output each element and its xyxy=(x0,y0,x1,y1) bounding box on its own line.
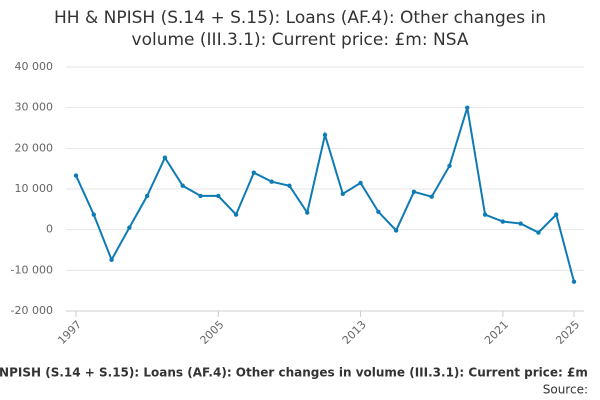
point xyxy=(162,155,168,160)
chart-title: HH & NPISH (S.14 + S.15): Loans (AF.4): … xyxy=(54,8,546,28)
point xyxy=(571,279,577,284)
point xyxy=(269,179,274,184)
x-tick-label: 2005 xyxy=(198,318,227,347)
point xyxy=(376,209,381,214)
point xyxy=(554,212,559,217)
point xyxy=(465,105,470,110)
point xyxy=(358,180,363,186)
point xyxy=(305,210,310,215)
point xyxy=(340,191,345,197)
y-tick-label: 10 000 xyxy=(15,182,54,195)
y-tick-label: -10 000 xyxy=(11,263,53,276)
x-tick-label: 2013 xyxy=(340,318,369,347)
point xyxy=(144,193,150,199)
point xyxy=(447,163,452,169)
point xyxy=(91,212,96,217)
point xyxy=(251,170,257,175)
point xyxy=(287,183,292,188)
x-tick-label: 2021 xyxy=(482,318,511,347)
y-tick-label: 0 xyxy=(46,223,53,236)
point xyxy=(198,193,203,199)
point xyxy=(180,183,185,188)
source: Source: xyxy=(543,383,588,397)
y-tick-label: 30 000 xyxy=(15,101,54,114)
point xyxy=(393,228,399,233)
point xyxy=(216,193,221,199)
point xyxy=(411,189,417,195)
footer-title: HH & NPISH (S.14 + S.15): Loans (AF.4): … xyxy=(0,366,588,380)
point xyxy=(127,225,132,230)
point xyxy=(536,230,541,235)
point xyxy=(500,219,506,224)
chart-title: volume (III.3.1): Current price: £m: NSA xyxy=(132,30,469,50)
point xyxy=(233,212,239,217)
x-tick-label: 2025 xyxy=(553,318,582,347)
point xyxy=(322,132,328,138)
point xyxy=(482,212,488,217)
x-tick-label: 1997 xyxy=(55,318,84,347)
point xyxy=(73,173,79,178)
point xyxy=(109,257,114,262)
y-tick-label: 40 000 xyxy=(15,60,54,73)
y-tick-label: -20 000 xyxy=(11,304,53,317)
y-tick-label: 20 000 xyxy=(15,141,54,154)
point xyxy=(518,221,523,226)
point xyxy=(429,194,434,199)
